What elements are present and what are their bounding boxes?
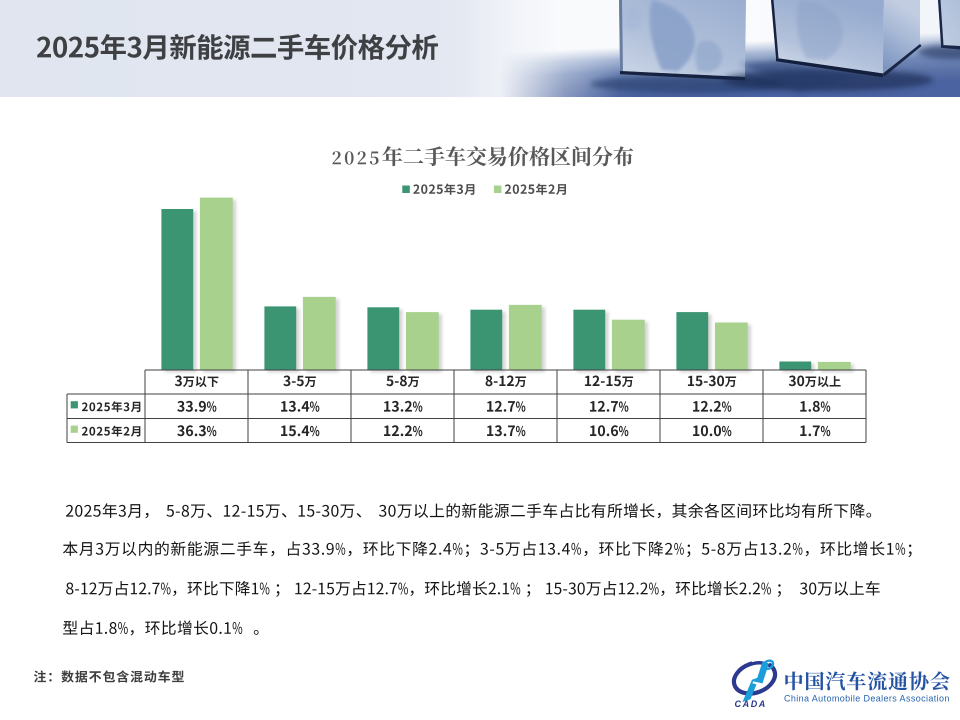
svg-text:China Automobile Dealers Assoc: China Automobile Dealers Association (784, 694, 950, 704)
svg-text:CADA: CADA (735, 699, 767, 709)
